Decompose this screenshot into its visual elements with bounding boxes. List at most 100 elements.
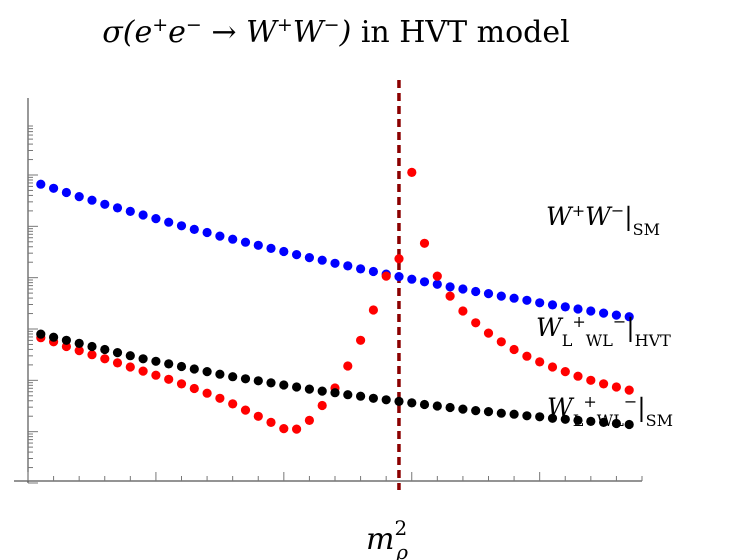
- ww-sm-point: [407, 274, 417, 284]
- ww-sm-point: [266, 243, 276, 253]
- wlwl-hvt-point: [202, 388, 212, 398]
- wlwl-hvt-point: [112, 358, 123, 368]
- ww-sm-point: [36, 179, 46, 189]
- wlwl-sm-point: [151, 356, 161, 366]
- wlwl-hvt-point: [522, 351, 532, 361]
- ww-sm-point: [125, 206, 135, 216]
- wlwl-hvt-point: [560, 367, 570, 377]
- ww-sm-point: [432, 279, 442, 289]
- wlwl-sm-point: [599, 417, 609, 427]
- wlwl-sm-point: [343, 390, 353, 400]
- ww-sm-point: [189, 224, 199, 234]
- ww-sm-point: [356, 264, 366, 274]
- ww-sm-point: [164, 217, 174, 227]
- ww-sm-point: [317, 255, 327, 265]
- wlwl-hvt-point: [138, 366, 148, 376]
- wlwl-sm-point: [240, 374, 251, 384]
- series-label-ww-sm: W+W−|SM: [546, 201, 660, 239]
- ww-sm-point: [611, 310, 622, 320]
- wlwl-sm-point: [381, 395, 391, 405]
- ww-sm-point: [547, 300, 558, 310]
- ww-sm-point: [138, 210, 148, 220]
- wlwl-sm-point: [61, 335, 71, 345]
- ww-sm-point: [151, 214, 161, 224]
- ww-sm-point: [560, 302, 570, 312]
- wlwl-sm-point: [215, 369, 225, 379]
- wlwl-sm-point: [432, 401, 442, 411]
- ww-sm-point: [228, 234, 238, 244]
- wlwl-hvt-point: [176, 379, 187, 389]
- ww-sm-point: [624, 312, 634, 322]
- wlwl-hvt-point: [304, 415, 314, 425]
- wlwl-sm-point: [253, 376, 263, 386]
- wlwl-hvt-point: [74, 346, 84, 356]
- wlwl-hvt-point: [535, 357, 545, 367]
- wlwl-hvt-point: [266, 417, 276, 427]
- wlwl-sm-point: [100, 344, 110, 355]
- ww-sm-point: [176, 221, 187, 231]
- wlwl-hvt-point: [87, 350, 97, 360]
- wlwl-hvt-point: [100, 354, 110, 364]
- ww-sm-point: [535, 298, 545, 308]
- wlwl-hvt-point: [586, 375, 596, 385]
- wlwl-sm-point: [394, 396, 404, 406]
- wlwl-sm-point: [125, 351, 135, 361]
- wlwl-hvt-point: [215, 393, 225, 403]
- ww-sm-point: [599, 308, 609, 318]
- series-label-wlwl-sm: WL+WL−|SM: [547, 392, 673, 430]
- wlwl-hvt-point: [496, 337, 506, 347]
- ww-sm-point: [586, 306, 596, 316]
- wlwl-sm-point: [547, 413, 558, 423]
- wlwl-hvt-point: [407, 167, 417, 177]
- wlwl-sm-point: [535, 412, 545, 422]
- wlwl-hvt-point: [471, 318, 481, 328]
- ww-sm-point: [471, 286, 481, 297]
- wlwl-sm-point: [330, 388, 340, 398]
- wlwl-hvt-point: [164, 374, 174, 384]
- wlwl-sm-point: [573, 415, 583, 425]
- wlwl-hvt-point: [432, 271, 442, 281]
- series-label-wlwl-hvt: WL+WL−|HVT: [536, 312, 671, 350]
- wlwl-hvt-point: [599, 379, 609, 389]
- wlwl-sm-point: [445, 402, 455, 413]
- y-axis-ticks: [28, 125, 38, 484]
- wlwl-sm-point: [407, 398, 417, 408]
- ww-sm-point: [368, 266, 378, 277]
- wlwl-sm-point: [509, 409, 519, 419]
- wlwl-sm-point: [189, 364, 199, 374]
- wlwl-hvt-point: [445, 291, 455, 301]
- wlwl-hvt-point: [228, 399, 238, 409]
- wlwl-sm-point: [49, 332, 59, 342]
- chart-title: σ(e+e− → W+W−) in HVT model: [102, 14, 569, 50]
- wlwl-hvt-point: [317, 400, 327, 411]
- wlwl-sm-point: [228, 372, 238, 382]
- wlwl-hvt-point: [189, 383, 199, 394]
- wlwl-sm-point: [176, 361, 187, 372]
- wlwl-sm-point: [356, 391, 366, 401]
- ww-sm-point: [394, 272, 404, 282]
- wlwl-sm-point: [611, 418, 622, 429]
- ww-sm-point: [343, 261, 353, 271]
- wlwl-hvt-point: [394, 254, 404, 264]
- wlwl-hvt-point: [624, 385, 634, 395]
- ww-sm-point: [483, 289, 494, 299]
- ww-sm-point: [49, 183, 59, 193]
- ww-sm-point: [458, 284, 468, 294]
- wlwl-hvt-point: [573, 371, 583, 381]
- wlwl-sm-point: [496, 408, 506, 418]
- wlwl-hvt-point: [240, 405, 251, 415]
- ww-sm-point: [419, 277, 430, 287]
- wlwl-sm-point: [138, 354, 148, 364]
- wlwl-hvt-point: [458, 306, 468, 316]
- ww-sm-point: [330, 258, 340, 268]
- wlwl-sm-point: [112, 348, 123, 358]
- x-axis-ticks: [27, 472, 643, 481]
- wlwl-hvt-point: [483, 328, 494, 338]
- wlwl-sm-point: [419, 399, 430, 410]
- ww-sm-point: [496, 291, 506, 301]
- x-axis-label: m2 ρ: [366, 516, 408, 560]
- wlwl-hvt-point: [547, 362, 558, 372]
- wlwl-hvt-point: [125, 362, 135, 372]
- wlwl-sm-point: [279, 380, 289, 390]
